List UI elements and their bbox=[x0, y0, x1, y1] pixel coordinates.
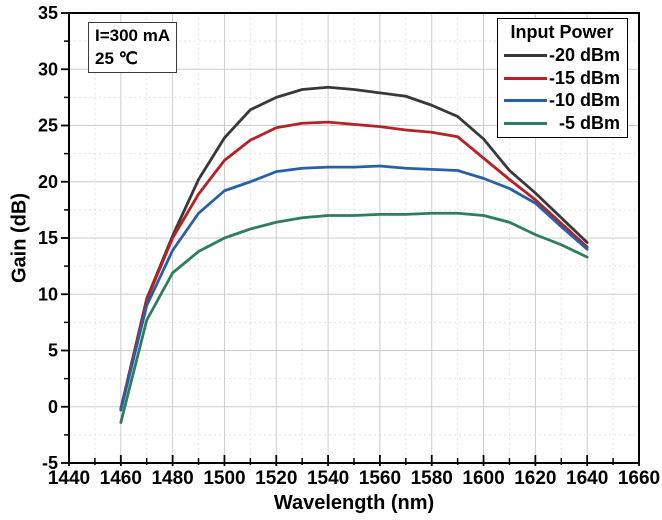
y-tick-label: 25 bbox=[38, 116, 58, 136]
x-axis-title: Wavelength (nm) bbox=[273, 492, 435, 514]
legend-line-swatch-black bbox=[504, 53, 547, 57]
legend-line-swatch-red bbox=[504, 76, 547, 80]
x-tick-label: 1600 bbox=[462, 468, 504, 489]
x-tick-label: 1660 bbox=[618, 468, 660, 489]
series-line--15-dBm bbox=[119, 120, 589, 411]
x-tick-label: 1460 bbox=[100, 468, 142, 489]
annotation-temperature: 25 ℃ bbox=[95, 48, 138, 68]
y-tick-label: 0 bbox=[48, 397, 58, 417]
condition-annotation-box: I=300 mA 25 ℃ bbox=[88, 22, 177, 73]
x-tick-label: 1620 bbox=[514, 468, 556, 489]
legend-label: -20 dBm bbox=[548, 44, 620, 65]
x-tick-label: 1540 bbox=[307, 468, 349, 489]
x-tick-label: 1640 bbox=[566, 468, 608, 489]
legend-entry: -15 dBm bbox=[504, 68, 620, 89]
y-tick-label: 5 bbox=[48, 341, 58, 361]
legend-label: -15 dBm bbox=[548, 67, 620, 88]
y-axis-title: Gain (dB) bbox=[8, 193, 31, 283]
series-line--5-dBm bbox=[119, 211, 589, 424]
y-tick-label: -5 bbox=[42, 453, 58, 473]
x-tick-label: 1500 bbox=[203, 468, 245, 489]
x-tick-label: 1480 bbox=[151, 468, 193, 489]
legend-label: -5 dBm bbox=[558, 113, 620, 133]
y-tick-label: 15 bbox=[38, 228, 58, 248]
y-tick-label: 10 bbox=[38, 284, 58, 304]
x-tick-label: 1440 bbox=[48, 468, 90, 489]
series-line--20-dBm bbox=[119, 85, 589, 411]
legend-label: -10 dBm bbox=[548, 90, 620, 111]
series-line--10-dBm bbox=[119, 164, 589, 412]
x-tick-label: 1580 bbox=[411, 468, 453, 489]
y-tick-label: 30 bbox=[38, 59, 58, 79]
legend-title: Input Power bbox=[510, 22, 614, 42]
x-tick-label: 1520 bbox=[255, 468, 297, 489]
legend-entry: -10 dBm bbox=[504, 90, 620, 111]
legend-line-swatch-blue bbox=[504, 99, 547, 103]
y-tick-label: 35 bbox=[38, 3, 58, 23]
y-tick-label: 20 bbox=[38, 172, 58, 192]
annotation-current: I=300 mA bbox=[95, 26, 171, 46]
legend-entry: -5 dBm bbox=[504, 113, 620, 134]
legend: Input Power -20 dBm -15 dBm -10 dBm -5 d… bbox=[497, 18, 628, 138]
legend-line-swatch-green bbox=[504, 122, 547, 125]
legend-entry: -20 dBm bbox=[504, 45, 620, 66]
x-tick-label: 1560 bbox=[359, 468, 401, 489]
